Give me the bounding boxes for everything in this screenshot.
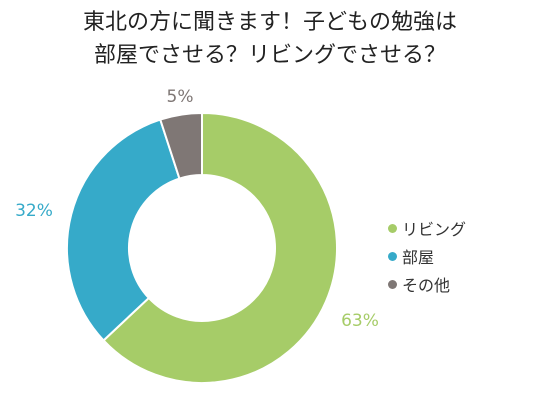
legend-swatch-other xyxy=(388,279,397,289)
legend-label-other: その他 xyxy=(402,276,451,295)
chart-title-line-1: 東北の方に聞きます！子どもの勉強は xyxy=(82,10,457,35)
data-labels: 63% 32% 5% xyxy=(15,87,379,331)
slice-other xyxy=(159,111,203,180)
data-label-living: 63% xyxy=(341,311,379,331)
donut-slices xyxy=(66,111,338,384)
legend-swatch-room xyxy=(388,251,397,261)
slice-living xyxy=(102,111,338,384)
data-label-room: 32% xyxy=(15,201,53,221)
slice-room xyxy=(66,118,181,342)
data-label-other: 5% xyxy=(167,87,194,107)
chart-title: 東北の方に聞きます！子どもの勉強は 部屋でさせる？リビングでさせる？ xyxy=(0,6,540,72)
legend-item-other: その他 xyxy=(388,270,466,298)
chart-title-line-2: 部屋でさせる？リビングでさせる？ xyxy=(93,43,446,68)
legend-item-room: 部屋 xyxy=(388,242,466,270)
legend-label-room: 部屋 xyxy=(402,248,435,267)
legend-swatch-living xyxy=(388,223,397,233)
legend: リビング 部屋 その他 xyxy=(388,214,466,298)
legend-item-living: リビング xyxy=(388,214,466,242)
legend-label-living: リビング xyxy=(402,220,467,239)
